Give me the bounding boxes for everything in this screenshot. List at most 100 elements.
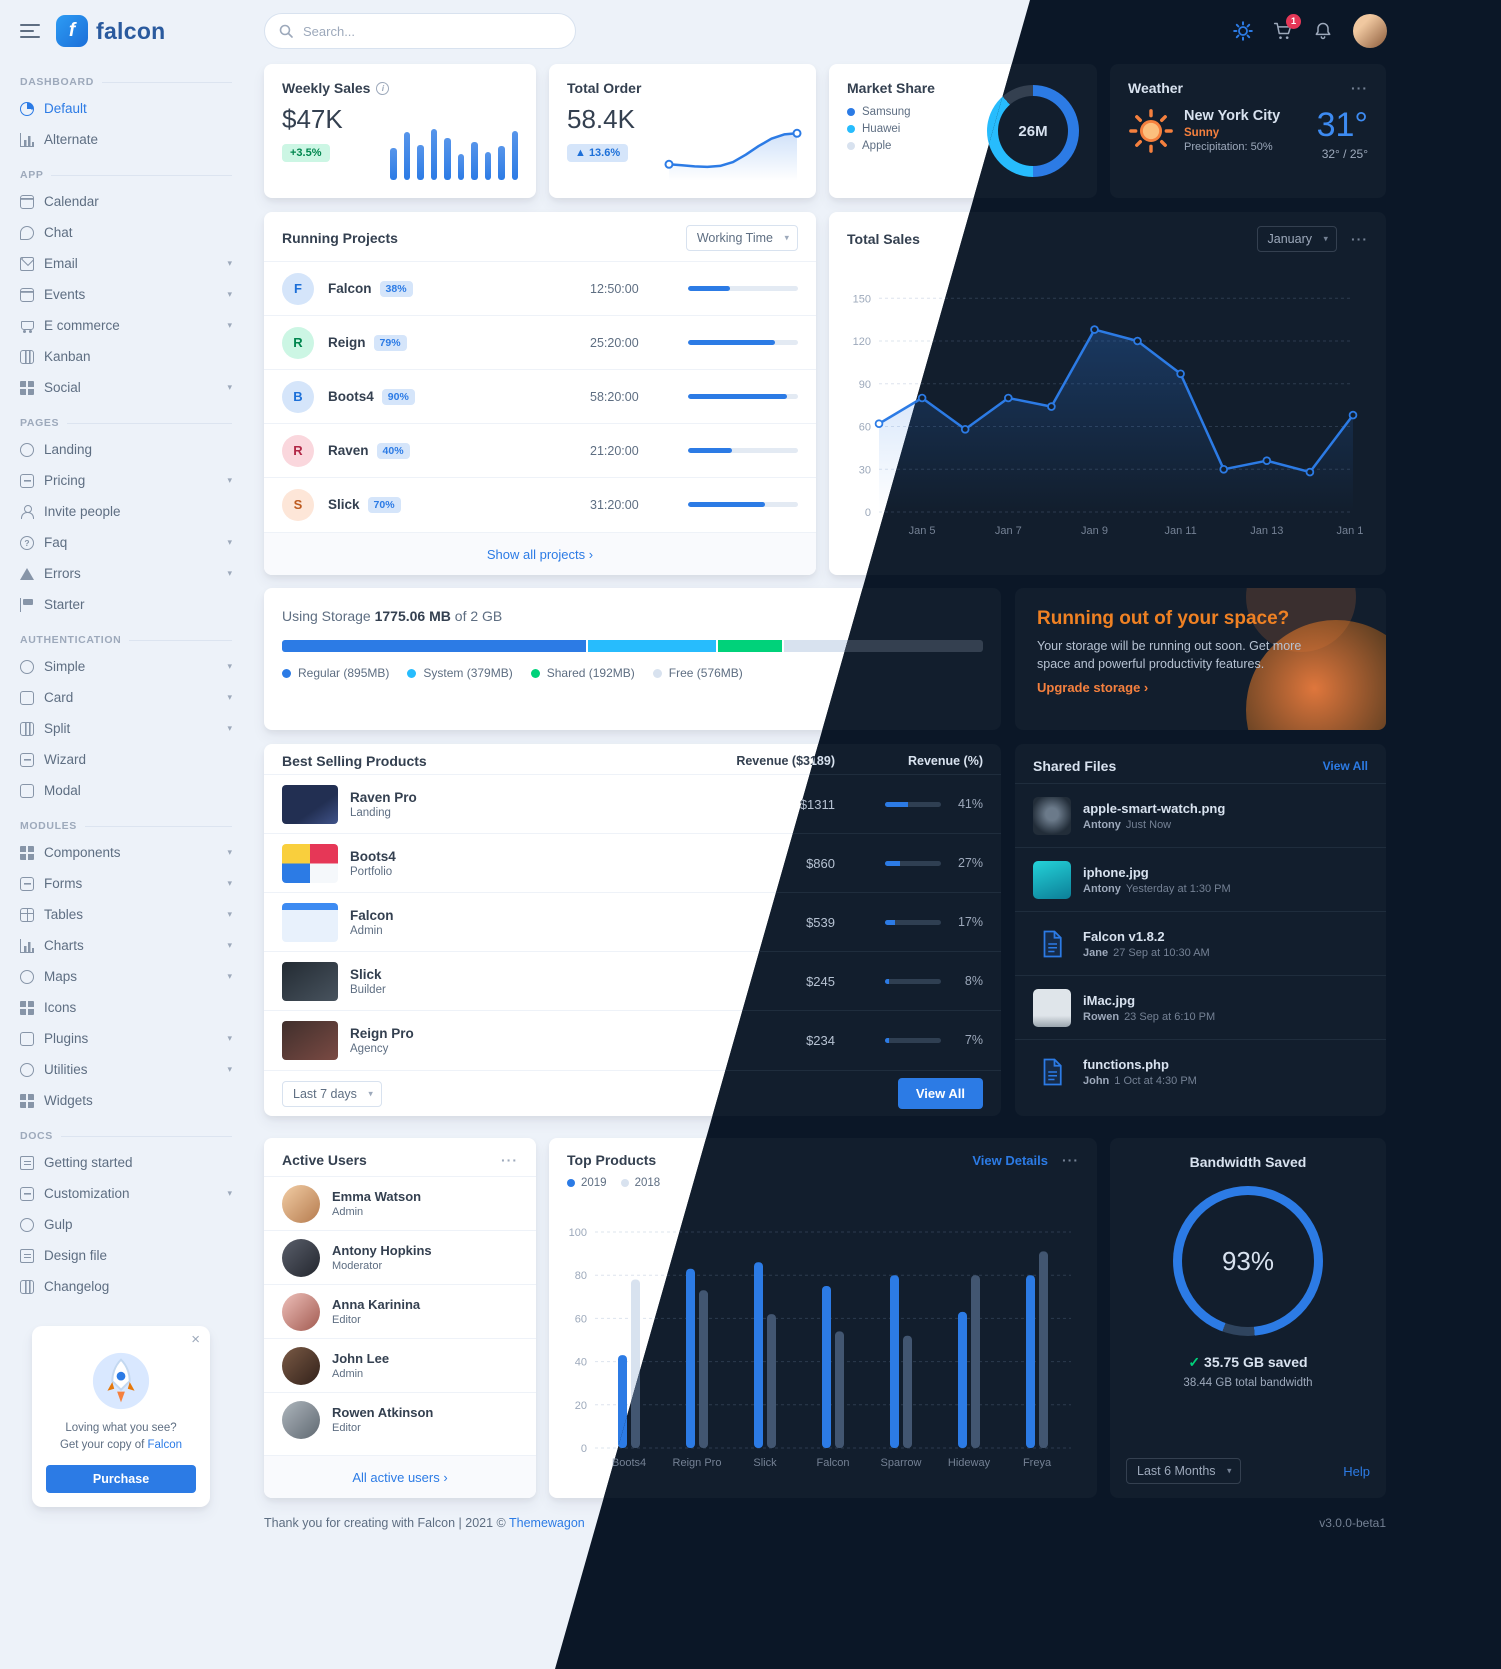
search-input[interactable] bbox=[301, 22, 561, 40]
list-item: Rowen Atkinson Editor bbox=[264, 1392, 536, 1446]
sidebar-item-default[interactable]: Default bbox=[20, 93, 232, 124]
more-menu-icon[interactable] bbox=[501, 1156, 518, 1164]
sidebar-item-alternate[interactable]: Alternate bbox=[20, 124, 232, 155]
user-name-link[interactable]: John Lee bbox=[332, 1351, 390, 1366]
sidebar-item-utilities[interactable]: Utilities bbox=[20, 1054, 232, 1085]
sidebar-item-card[interactable]: Card bbox=[20, 682, 232, 713]
brand-logo[interactable]: f falcon bbox=[56, 15, 166, 47]
sidebar-item-tables[interactable]: Tables bbox=[20, 899, 232, 930]
notifications-bell-icon[interactable] bbox=[1313, 21, 1333, 41]
sidebar-item-starter[interactable]: Starter bbox=[20, 589, 232, 620]
kanban-icon bbox=[20, 349, 34, 364]
project-name-link[interactable]: Boots4 bbox=[328, 389, 374, 404]
hamburger-menu-icon[interactable] bbox=[20, 24, 40, 38]
sidebar-item-components[interactable]: Components bbox=[20, 837, 232, 868]
upgrade-storage-link[interactable]: Upgrade storage bbox=[1037, 680, 1148, 695]
show-all-projects-link[interactable]: Show all projects bbox=[487, 547, 593, 562]
sidebar-item-changelog[interactable]: Changelog bbox=[20, 1271, 232, 1302]
sidebar-item-simple[interactable]: Simple bbox=[20, 651, 232, 682]
all-active-users-link[interactable]: All active users bbox=[352, 1470, 447, 1485]
more-menu-icon[interactable] bbox=[1062, 1156, 1079, 1164]
sidebar-item-calendar[interactable]: Calendar bbox=[20, 186, 232, 217]
date-range-select[interactable]: Last 7 days bbox=[282, 1080, 382, 1107]
sidebar-item-icons[interactable]: Icons bbox=[20, 992, 232, 1023]
view-all-button[interactable]: View All bbox=[897, 1078, 983, 1109]
month-select[interactable]: January bbox=[1256, 226, 1337, 252]
user-name-link[interactable]: Emma Watson bbox=[332, 1189, 422, 1204]
sidebar-item-customization[interactable]: Customization bbox=[20, 1178, 232, 1209]
svg-text:Freya: Freya bbox=[1023, 1457, 1052, 1469]
sidebar-item-design-file[interactable]: Design file bbox=[20, 1240, 232, 1271]
more-menu-icon[interactable] bbox=[1351, 235, 1368, 243]
project-avatar: R bbox=[282, 326, 314, 359]
period-select[interactable]: Last 6 Months bbox=[1126, 1458, 1241, 1484]
chevron-down-icon bbox=[227, 1033, 232, 1044]
project-name-link[interactable]: Slick bbox=[328, 497, 360, 512]
user-avatar[interactable] bbox=[1353, 14, 1387, 48]
user-name-link[interactable]: Rowen Atkinson bbox=[332, 1405, 434, 1420]
sidebar-item-chat[interactable]: Chat bbox=[20, 217, 232, 248]
chevron-down-icon bbox=[227, 1188, 232, 1199]
file-name-link[interactable]: apple-smart-watch.png bbox=[1083, 800, 1226, 816]
sidebar-item-social[interactable]: Social bbox=[20, 372, 232, 403]
sidebar-item-email[interactable]: Email bbox=[20, 248, 232, 279]
total-order-value: 58.4K bbox=[567, 104, 635, 134]
user-name-link[interactable]: Anna Karinina bbox=[332, 1297, 421, 1312]
more-menu-icon[interactable] bbox=[1351, 84, 1368, 92]
purchase-button[interactable]: Purchase bbox=[46, 1464, 196, 1493]
help-link[interactable]: Help bbox=[1343, 1463, 1370, 1479]
sidebar-item-split[interactable]: Split bbox=[20, 713, 232, 744]
user-name-link[interactable]: Antony Hopkins bbox=[332, 1243, 432, 1258]
file-name-link[interactable]: functions.php bbox=[1083, 1056, 1169, 1072]
file-name-link[interactable]: iphone.jpg bbox=[1083, 864, 1149, 880]
view-all-link[interactable]: View All bbox=[1322, 759, 1368, 773]
user-role: Admin bbox=[332, 1368, 364, 1380]
sidebar-item-events[interactable]: Events bbox=[20, 279, 232, 310]
themewagon-link[interactable]: Themewagon bbox=[509, 1516, 585, 1530]
sidebar-item-landing[interactable]: Landing bbox=[20, 434, 232, 465]
project-progress-badge: 38% bbox=[379, 280, 413, 297]
project-name-link[interactable]: Falcon bbox=[328, 281, 372, 296]
product-name-link[interactable]: Reign Pro bbox=[350, 1025, 414, 1041]
file-name-link[interactable]: iMac.jpg bbox=[1083, 992, 1136, 1008]
close-icon[interactable]: × bbox=[191, 1331, 200, 1348]
sidebar-item-widgets[interactable]: Widgets bbox=[20, 1085, 232, 1116]
sidebar-item-faq[interactable]: Faq bbox=[20, 527, 232, 558]
sidebar-item-errors[interactable]: Errors bbox=[20, 558, 232, 589]
bandwidth-gauge: 93% bbox=[1173, 1186, 1323, 1336]
sidebar-item-plugins[interactable]: Plugins bbox=[20, 1023, 232, 1054]
legend-dot bbox=[282, 668, 291, 678]
product-name-link[interactable]: Falcon bbox=[350, 907, 394, 923]
sidebar-item-wizard[interactable]: Wizard bbox=[20, 744, 232, 775]
file-name-link[interactable]: Falcon v1.8.2 bbox=[1083, 928, 1165, 944]
product-category: Landing bbox=[350, 806, 391, 819]
shopping-cart-icon[interactable]: 1 bbox=[1273, 14, 1301, 41]
falcon-link[interactable]: Falcon bbox=[147, 1439, 183, 1452]
view-details-link[interactable]: View Details bbox=[972, 1152, 1048, 1168]
sidebar-item-kanban[interactable]: Kanban bbox=[20, 341, 232, 372]
sidebar-item-charts[interactable]: Charts bbox=[20, 930, 232, 961]
product-name-link[interactable]: Boots4 bbox=[350, 848, 396, 864]
search-box[interactable] bbox=[264, 13, 576, 49]
svg-text:Jan 5: Jan 5 bbox=[909, 525, 936, 537]
product-name-link[interactable]: Raven Pro bbox=[350, 789, 417, 805]
working-time-select[interactable]: Working Time bbox=[685, 225, 798, 251]
sidebar-item-invite-people[interactable]: Invite people bbox=[20, 496, 232, 527]
project-name-link[interactable]: Raven bbox=[328, 443, 369, 458]
file-meta: Jane 27 Sep at 10:30 AM bbox=[1083, 947, 1210, 959]
sidebar-item-forms[interactable]: Forms bbox=[20, 868, 232, 899]
bandwidth-saved-text: 35.75 GB saved bbox=[1204, 1354, 1308, 1370]
sidebar-item-pricing[interactable]: Pricing bbox=[20, 465, 232, 496]
sidebar-item-getting-started[interactable]: Getting started bbox=[20, 1147, 232, 1178]
product-name-link[interactable]: Slick bbox=[350, 966, 382, 982]
sidebar-item-gulp[interactable]: Gulp bbox=[20, 1209, 232, 1240]
project-name-link[interactable]: Reign bbox=[328, 335, 366, 350]
sidebar-item-label: Pricing bbox=[44, 473, 86, 488]
sidebar-item-label: Wizard bbox=[44, 752, 87, 767]
sidebar-item-modal[interactable]: Modal bbox=[20, 775, 232, 806]
settings-gear-icon[interactable] bbox=[1233, 21, 1253, 41]
info-icon[interactable] bbox=[376, 81, 390, 95]
revenue-pct-label: 8% bbox=[964, 974, 983, 988]
sidebar-item-maps[interactable]: Maps bbox=[20, 961, 232, 992]
sidebar-item-ecommerce[interactable]: E commerce bbox=[20, 310, 232, 341]
